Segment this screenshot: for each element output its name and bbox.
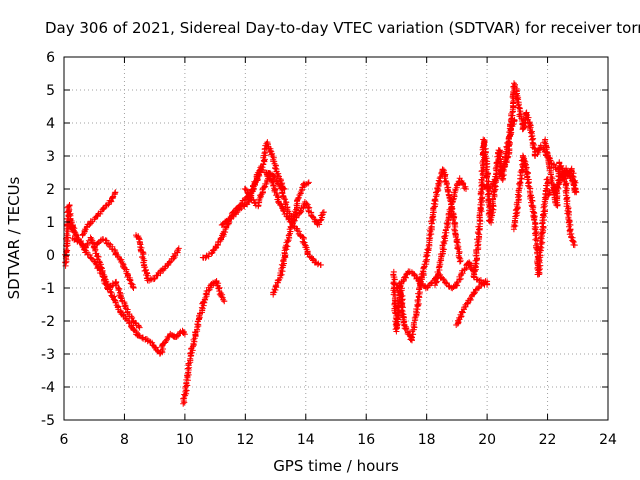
x-tick-label: 24	[599, 432, 617, 448]
y-tick-label: -2	[41, 314, 55, 330]
data-point-markers	[69, 234, 143, 331]
plot-frame	[63, 56, 609, 421]
y-tick-label: 6	[46, 50, 55, 66]
x-tick-label: 8	[120, 432, 129, 448]
data-track	[133, 232, 182, 284]
data-point-markers	[510, 152, 552, 278]
x-tick-label: 14	[297, 432, 315, 448]
y-tick-label: 5	[46, 83, 55, 99]
data-track	[180, 278, 228, 407]
x-tick-label: 16	[357, 432, 375, 448]
data-point-markers	[67, 222, 188, 357]
data-track	[79, 189, 119, 239]
data-point-markers	[133, 232, 182, 284]
data-track	[471, 116, 518, 275]
data-track	[270, 179, 312, 298]
y-axis-label: SDTVAR / TECUs	[5, 176, 23, 299]
x-axis-label: GPS time / hours	[273, 457, 399, 475]
x-tick-label: 10	[176, 432, 194, 448]
data-track	[67, 222, 188, 357]
data-point-markers	[417, 166, 464, 285]
data-point-markers	[432, 175, 469, 289]
y-tick-label: 1	[46, 215, 55, 231]
data-track	[91, 236, 137, 291]
data-point-markers	[91, 236, 137, 291]
y-tick-label: 4	[46, 116, 55, 132]
grid	[64, 57, 608, 420]
data-track	[69, 234, 143, 331]
x-tick-label: 18	[418, 432, 436, 448]
data-track	[432, 175, 469, 289]
data-point-markers	[453, 278, 491, 328]
y-tick-label: 2	[46, 182, 55, 198]
y-tick-label: -5	[41, 413, 55, 429]
y-tick-label: 3	[46, 149, 55, 165]
data-track	[417, 166, 464, 285]
x-tick-label: 20	[478, 432, 496, 448]
data-point-markers	[270, 179, 312, 298]
data-point-markers	[79, 189, 119, 239]
x-tick-label: 12	[236, 432, 254, 448]
data-points	[62, 80, 580, 407]
data-point-markers	[180, 278, 228, 407]
data-track	[510, 152, 552, 278]
x-tick-label: 6	[60, 432, 69, 448]
data-point-markers	[545, 165, 578, 199]
y-tick-label: 0	[46, 248, 55, 264]
y-tick-label: -4	[41, 380, 55, 396]
y-tick-label: -3	[41, 347, 55, 363]
chart-title: Day 306 of 2021, Sidereal Day-to-day VTE…	[45, 19, 640, 37]
x-tick-label: 22	[539, 432, 557, 448]
data-track	[545, 165, 578, 199]
data-point-markers	[471, 116, 518, 275]
y-tick-label: -1	[41, 281, 55, 297]
data-track	[453, 278, 491, 328]
